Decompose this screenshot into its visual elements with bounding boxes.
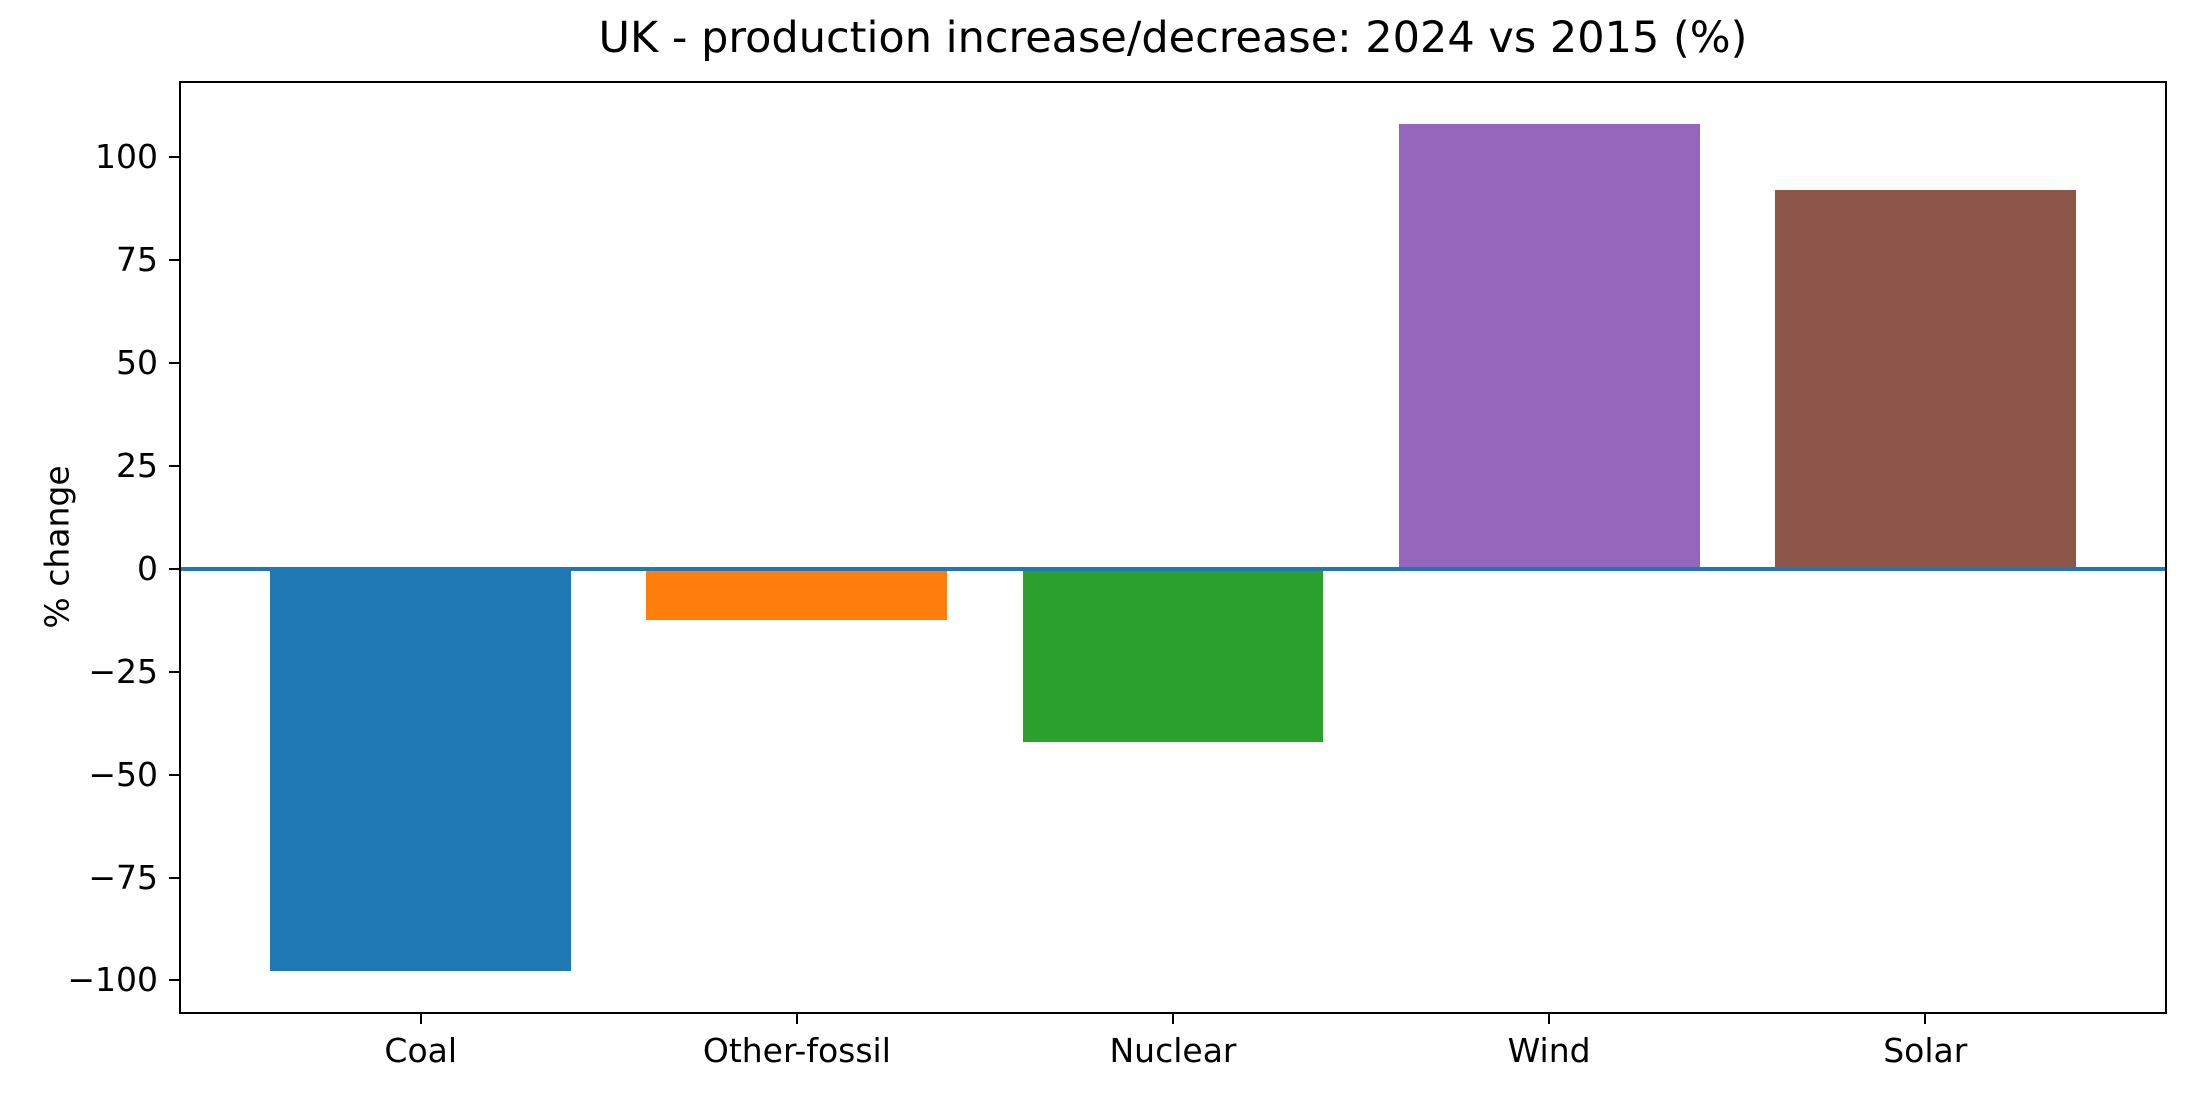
bar-other-fossil: [646, 568, 948, 621]
y-tick-label: −25: [88, 651, 158, 691]
x-tick-mark: [1924, 1013, 1927, 1024]
x-tick-label: Coal: [384, 1031, 458, 1070]
y-tick-label: 25: [116, 445, 158, 485]
y-tick-mark: [169, 979, 180, 982]
bar-wind: [1398, 124, 1700, 569]
y-tick-label: −50: [88, 754, 158, 794]
x-tick-mark: [1548, 1013, 1551, 1024]
x-tick-label: Nuclear: [1109, 1031, 1237, 1070]
zero-baseline: [180, 566, 2166, 571]
x-tick-mark: [1172, 1013, 1174, 1024]
bar-coal: [270, 568, 572, 971]
x-tick-label: Other-fossil: [702, 1031, 891, 1070]
y-axis-label: % change: [37, 465, 77, 629]
y-tick-mark: [169, 773, 180, 776]
y-tick-label: −100: [67, 960, 158, 1000]
y-tick-mark: [169, 155, 180, 158]
x-tick-mark: [795, 1013, 798, 1024]
y-tick-label: 50: [116, 342, 158, 382]
x-tick-label: Wind: [1507, 1031, 1591, 1070]
y-tick-label: 100: [95, 136, 158, 176]
y-tick-mark: [169, 567, 180, 570]
y-tick-mark: [169, 361, 180, 364]
y-tick-mark: [169, 258, 180, 261]
y-tick-mark: [169, 670, 180, 673]
x-tick-label: Solar: [1883, 1031, 1968, 1070]
y-tick-label: 0: [137, 548, 158, 588]
y-tick-label: −75: [88, 857, 158, 897]
x-tick-mark: [419, 1013, 422, 1024]
y-tick-mark: [169, 464, 180, 467]
chart-title: UK - production increase/decrease: 2024 …: [598, 13, 1748, 63]
y-tick-mark: [169, 876, 180, 879]
bar-solar: [1774, 189, 2076, 569]
y-tick-label: 75: [116, 239, 158, 279]
bar-nuclear: [1022, 568, 1324, 742]
